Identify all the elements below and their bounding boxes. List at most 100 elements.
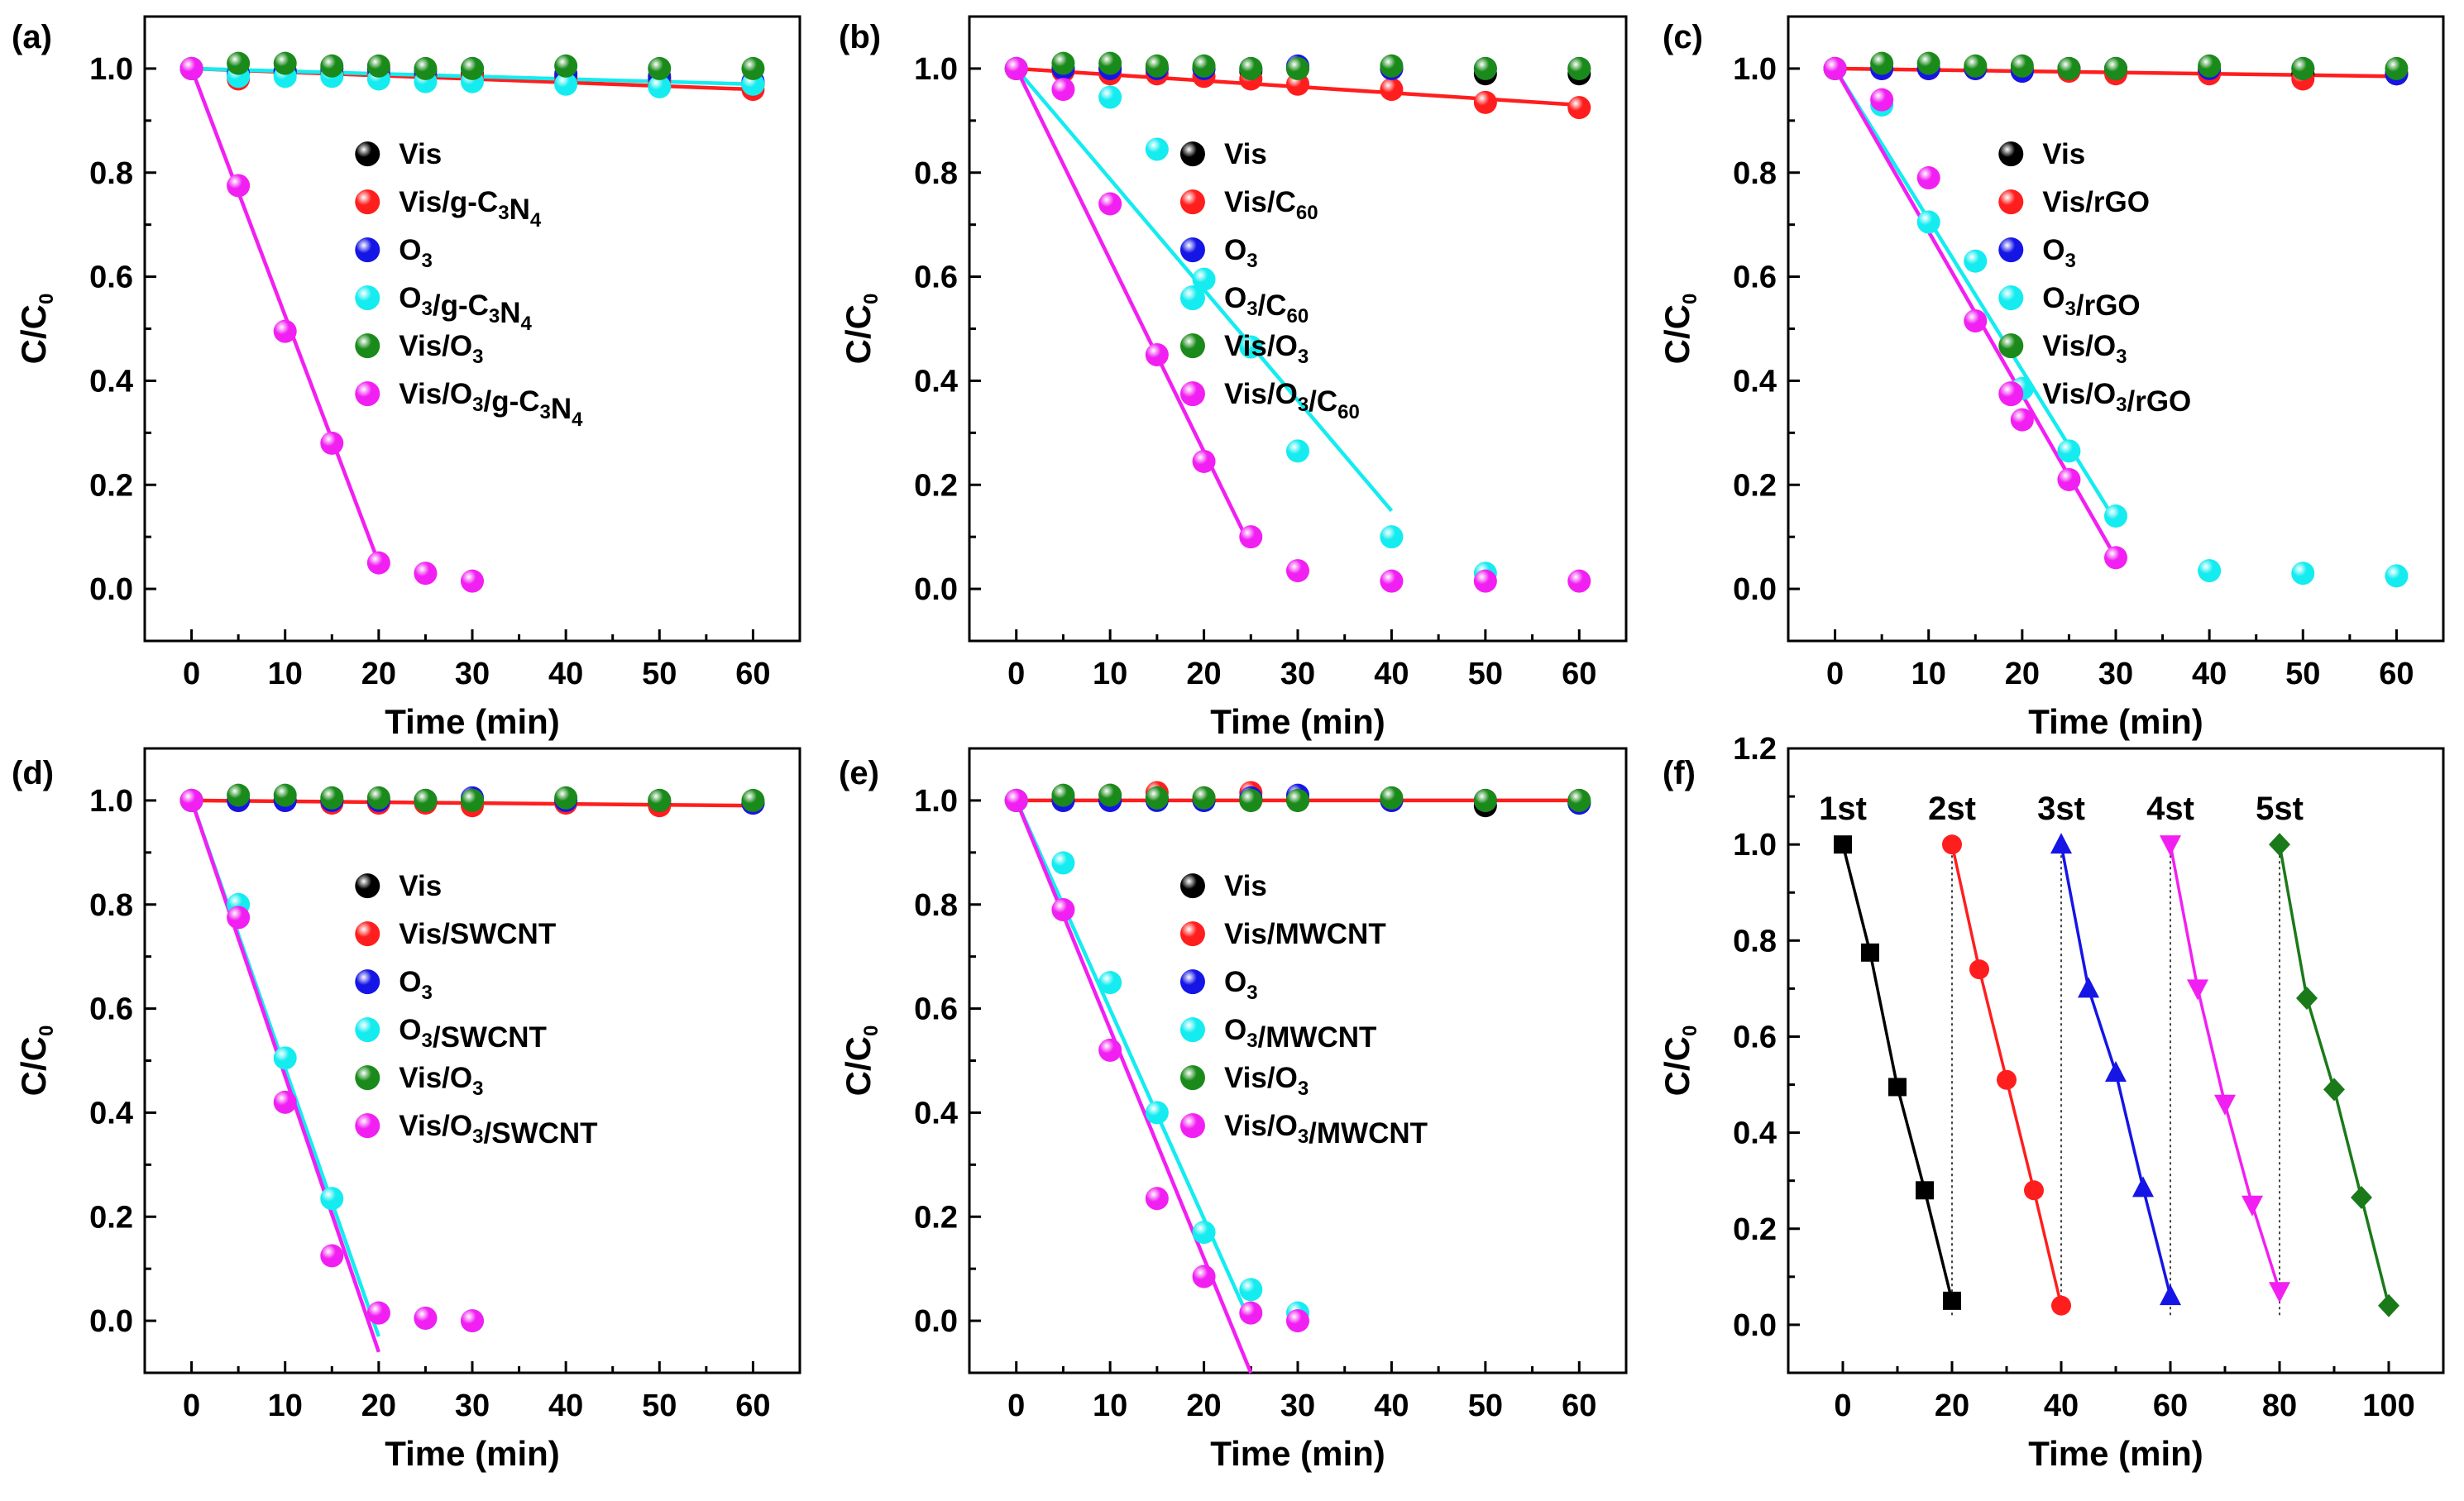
legend-label-o3: O3 xyxy=(2042,234,2076,272)
series-vis-o3-mwcnt xyxy=(1004,788,1309,1333)
data-point xyxy=(1098,192,1122,216)
x-axis-title: Time (min) xyxy=(385,1434,560,1473)
x-axis-title: Time (min) xyxy=(2028,1434,2203,1473)
series-o3-mwcnt xyxy=(1004,788,1309,1325)
data-point xyxy=(554,786,578,810)
plot-frame xyxy=(968,747,1628,1374)
legend-label-vis-swcnt: Vis/SWCNT xyxy=(399,918,556,950)
y-tick-label: 0.6 xyxy=(914,992,958,1027)
x-tick-label: 0 xyxy=(183,657,200,691)
y-tick-label: 0.6 xyxy=(1733,261,1777,295)
series-vis-o3-rgo xyxy=(1823,56,2127,570)
y-tick-label: 0.0 xyxy=(89,572,133,607)
cycle-label: 1st xyxy=(1819,791,1867,827)
x-tick-label: 80 xyxy=(2262,1389,2297,1423)
legend-label-vis-o3: Vis/O3 xyxy=(399,330,483,368)
x-tick-label: 20 xyxy=(361,657,396,691)
data-point xyxy=(1997,1069,2017,1090)
fit-line xyxy=(1014,800,1253,1374)
data-point xyxy=(273,783,297,807)
data-point xyxy=(1964,309,1988,333)
data-point xyxy=(414,562,438,586)
plot-frame xyxy=(143,15,801,643)
series-line xyxy=(2278,844,2390,1307)
y-tick-label: 0.8 xyxy=(1733,156,1777,191)
y-tick-label: 1.0 xyxy=(914,52,958,87)
data-point xyxy=(273,51,297,75)
panel-letter: (e) xyxy=(839,755,879,791)
y-tick-label: 0.8 xyxy=(914,888,958,923)
data-point xyxy=(1567,569,1591,593)
data-point xyxy=(2269,833,2290,857)
panel-c: 0 10 20 30 40 50 60 0.0 0.2 0.4 0.6 0.8 1.0 Time (min… xyxy=(1658,15,2445,741)
data-point xyxy=(1098,85,1122,109)
x-tick-label: 0 xyxy=(1834,1389,1851,1423)
data-point xyxy=(414,1306,438,1330)
data-point xyxy=(648,74,672,98)
legend-marker-vis-o3 xyxy=(1998,333,2024,359)
data-point xyxy=(2296,987,2318,1010)
legend-label-vis-o3-swcnt: Vis/O3/SWCNT xyxy=(399,1110,597,1150)
data-point xyxy=(1861,943,1879,962)
data-point xyxy=(1239,56,1263,80)
y-axis-title: C/C0 xyxy=(14,294,58,365)
data-point xyxy=(1916,51,1940,75)
data-point xyxy=(320,1244,344,1268)
y-tick-label: 0.6 xyxy=(1733,1020,1777,1054)
data-point xyxy=(2057,439,2081,463)
data-point xyxy=(1380,525,1404,549)
x-tick-label: 10 xyxy=(1093,657,1127,691)
cycle-label: 3st xyxy=(2037,791,2085,827)
data-point xyxy=(2269,1282,2290,1303)
data-point xyxy=(2010,408,2034,432)
data-point xyxy=(648,56,672,80)
legend-label-o3: O3 xyxy=(1224,966,1258,1004)
data-point xyxy=(366,786,390,810)
y-tick-label: 0.8 xyxy=(89,156,133,191)
data-point xyxy=(461,56,484,80)
x-tick-label: 50 xyxy=(1468,1389,1503,1423)
x-tick-label: 40 xyxy=(1374,657,1409,691)
data-point xyxy=(1098,783,1122,807)
legend-label-vis-o3: Vis/O3 xyxy=(1224,1062,1309,1100)
y-tick-label: 0.8 xyxy=(1733,924,1777,958)
x-tick-label: 0 xyxy=(183,1389,200,1423)
data-point xyxy=(1239,1278,1263,1302)
y-tick-label: 1.0 xyxy=(1733,52,1777,87)
data-point xyxy=(741,56,765,80)
legend-marker-vis-o3 xyxy=(355,333,380,359)
data-point xyxy=(414,56,438,80)
x-tick-label: 30 xyxy=(455,1389,490,1423)
data-point xyxy=(554,54,578,78)
data-point xyxy=(1145,786,1169,810)
data-point xyxy=(320,786,344,810)
y-tick-label: 0.4 xyxy=(89,1096,133,1131)
data-point xyxy=(1823,56,1847,80)
data-point xyxy=(1286,1309,1309,1333)
data-point xyxy=(2160,835,2181,857)
x-tick-label: 40 xyxy=(2192,657,2227,691)
data-point xyxy=(1473,569,1497,593)
series-4st xyxy=(2160,835,2290,1303)
legend-label-o3-c60: O3/C60 xyxy=(1224,282,1309,327)
series-line xyxy=(1841,844,1954,1302)
legend-marker-vis-o3-mwcnt xyxy=(1179,1113,1205,1139)
data-point xyxy=(1239,335,1263,359)
data-point xyxy=(320,54,344,78)
data-point xyxy=(1145,1101,1169,1125)
data-point xyxy=(1145,54,1169,78)
y-tick-label: 0.4 xyxy=(1733,364,1777,399)
legend-label-vis-o3: Vis/O3 xyxy=(2042,330,2127,368)
data-point xyxy=(1943,1291,1961,1310)
legend-label-o3-rgo: O3/rGO xyxy=(2042,282,2140,322)
y-tick-label: 0.6 xyxy=(89,992,133,1027)
series-1st xyxy=(1834,835,1961,1310)
data-point xyxy=(227,51,251,75)
legend-marker-o3 xyxy=(355,969,380,995)
y-tick-label: 0.0 xyxy=(1733,572,1777,607)
data-point xyxy=(366,54,390,78)
legend: Vis Vis/SWCNT O3 O3/SWCNT Vis/O3 Vis/O3/SWCNT xyxy=(355,870,598,1150)
x-tick-label: 50 xyxy=(2285,657,2320,691)
data-point xyxy=(1380,54,1404,78)
